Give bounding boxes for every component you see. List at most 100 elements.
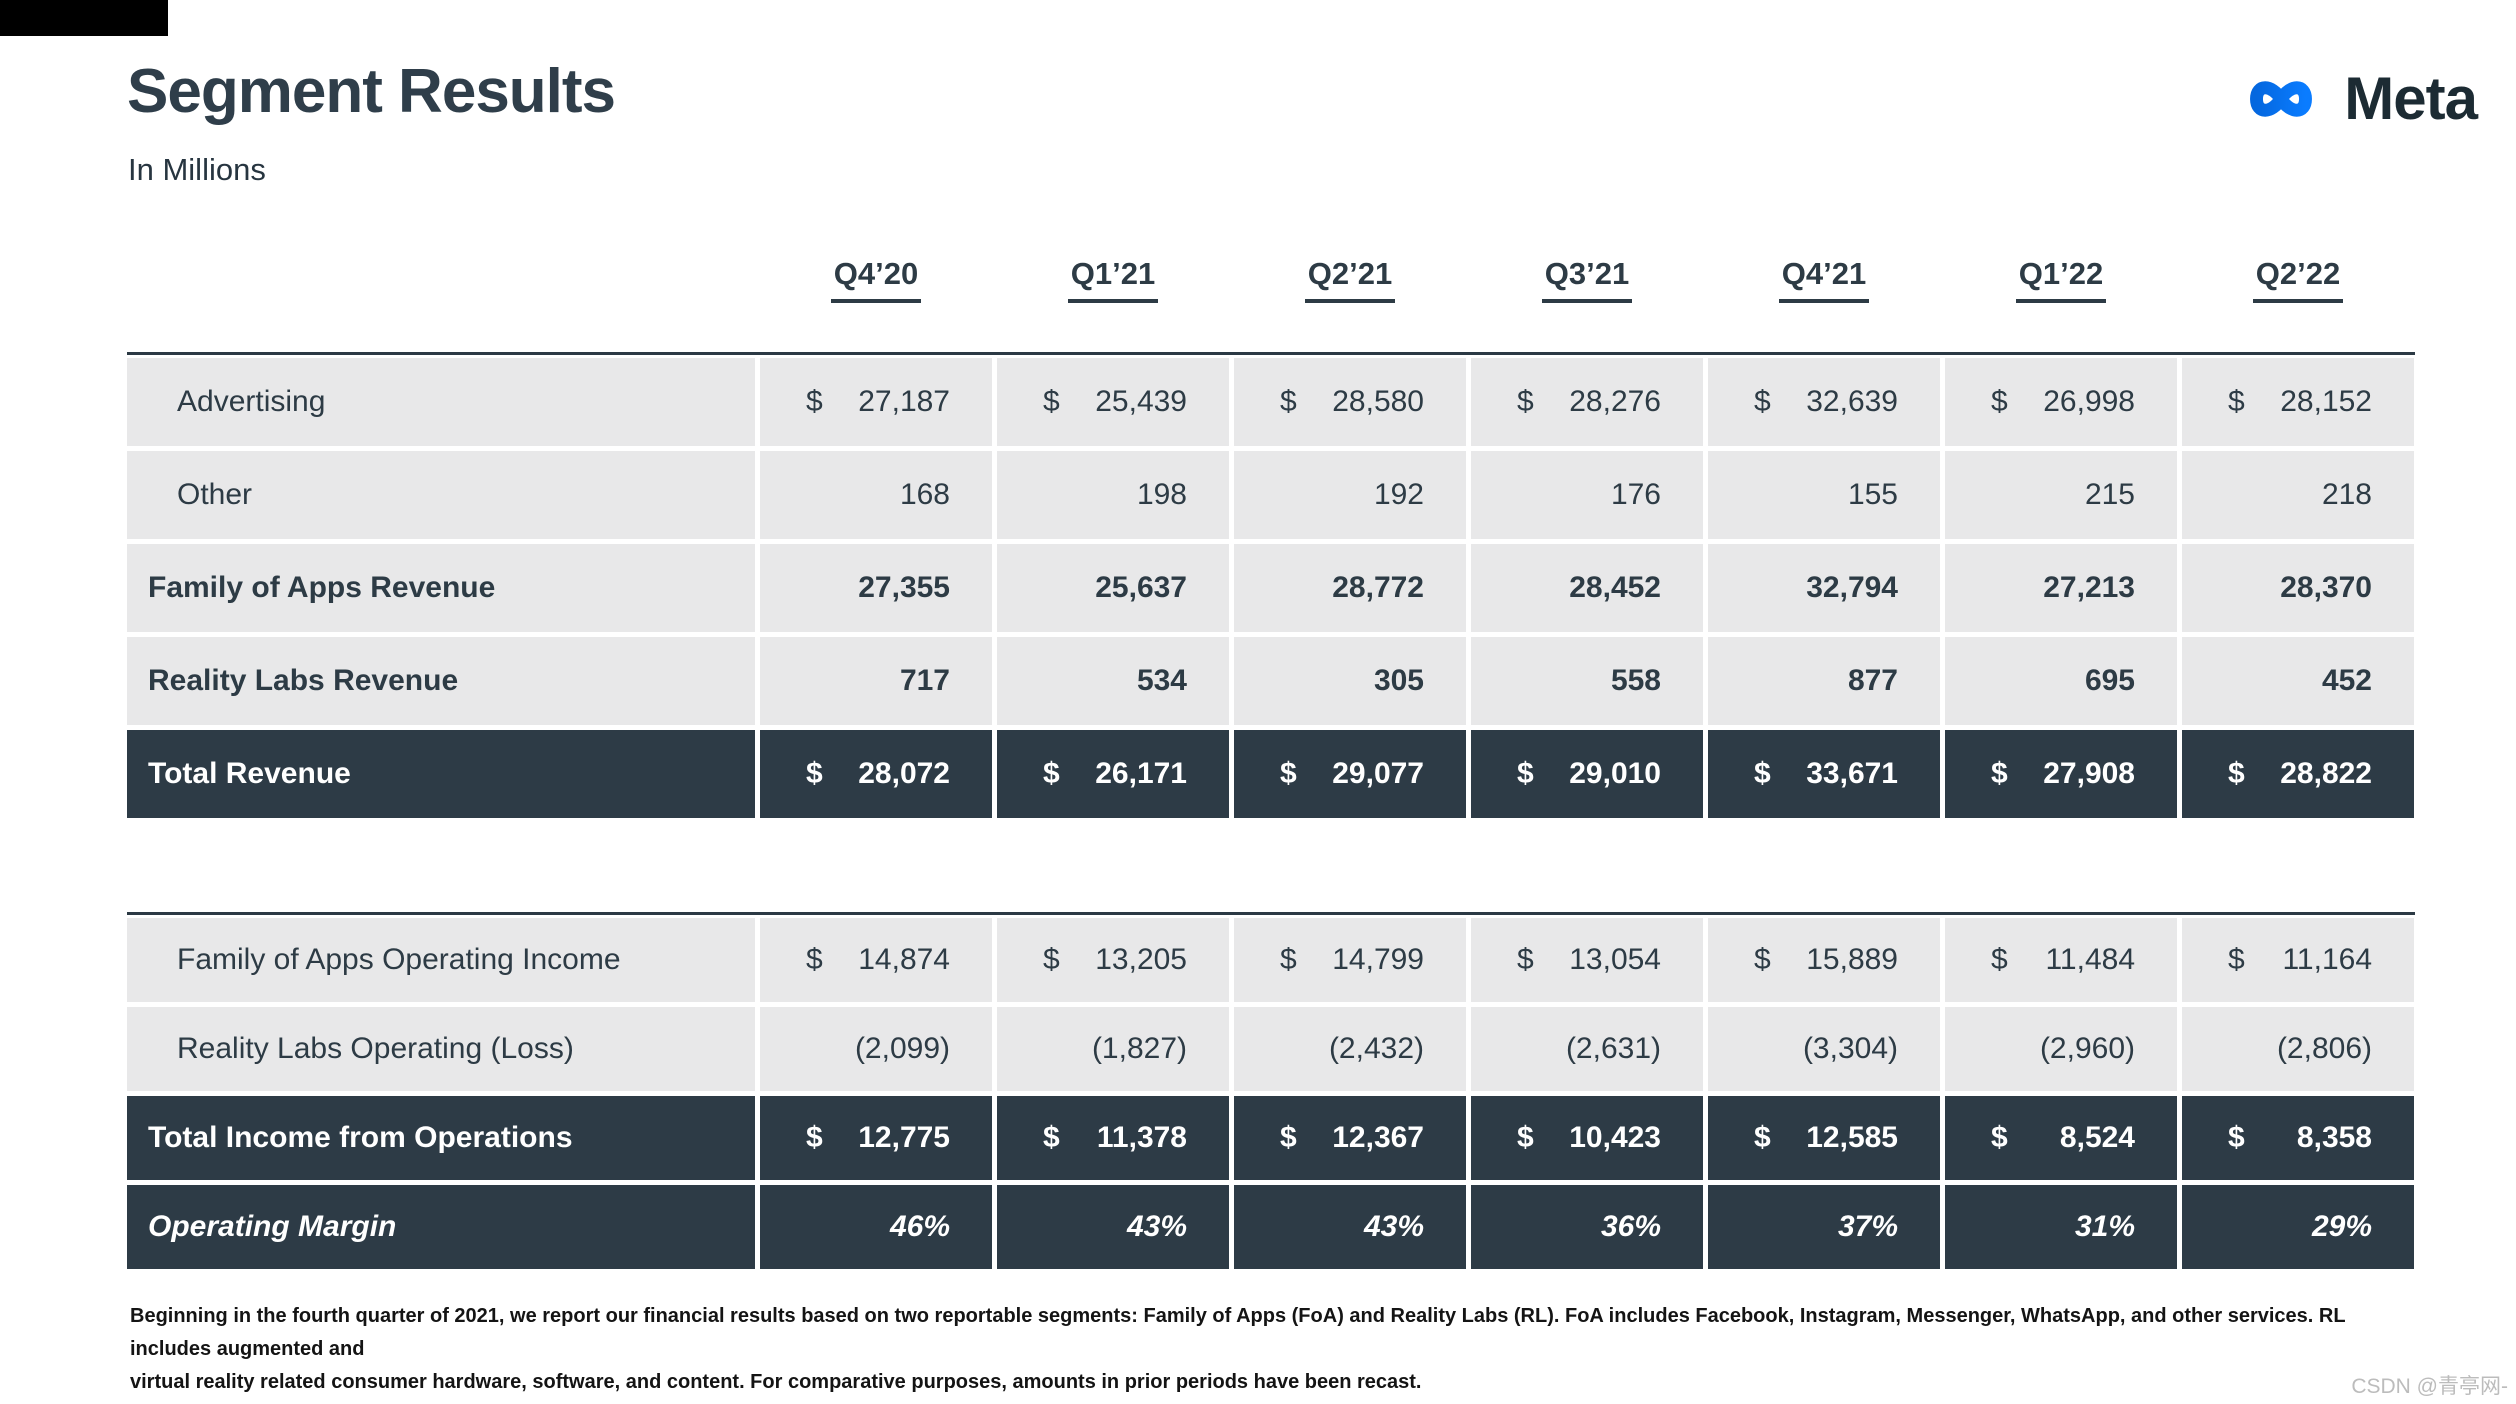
column-header: Q1’21	[997, 256, 1229, 303]
cell-number: 12,367	[1332, 1121, 1424, 1154]
cell-number: (2,806)	[2276, 1032, 2372, 1065]
cell-value: $28,072	[760, 730, 992, 818]
cell-number: (2,631)	[1565, 1032, 1661, 1065]
row-label: Other	[127, 451, 755, 539]
cell-value: $26,998	[1945, 358, 2177, 446]
cell-number: 27,908	[2043, 757, 2135, 790]
dollar-sign: $	[1043, 1121, 1060, 1154]
page-title: Segment Results	[127, 57, 616, 126]
cell-value: 176	[1471, 451, 1703, 539]
row-label: Reality Labs Revenue	[127, 637, 755, 725]
dollar-sign: $	[1280, 385, 1297, 418]
cell-value: $25,439	[997, 358, 1229, 446]
dollar-sign: $	[806, 943, 823, 976]
cell-number: 12,585	[1806, 1121, 1898, 1154]
cell-value: $12,775	[760, 1096, 992, 1180]
dollar-sign: $	[1991, 385, 2008, 418]
cell-value: $28,152	[2182, 358, 2414, 446]
cell-number: 29,010	[1569, 757, 1661, 790]
cell-number: 28,772	[1332, 571, 1424, 604]
dollar-sign: $	[1517, 757, 1534, 790]
column-header: Q4’21	[1708, 256, 1940, 303]
cell-number: 14,799	[1332, 943, 1424, 976]
cell-number: 155	[1847, 478, 1898, 511]
column-headers: Q4’20 Q1’21 Q2’21 Q3’21 Q4’21 Q1’22 Q2’22	[127, 256, 2415, 303]
cell-value: (2,960)	[1945, 1007, 2177, 1091]
cell-value: (2,806)	[2182, 1007, 2414, 1091]
cell-number: 12,775	[858, 1121, 950, 1154]
cell-value: $13,205	[997, 918, 1229, 1002]
cell-value: $13,054	[1471, 918, 1703, 1002]
cell-value: 717	[760, 637, 992, 725]
cell-number: 27,187	[858, 385, 950, 418]
dollar-sign: $	[1754, 757, 1771, 790]
cell-value: $33,671	[1708, 730, 1940, 818]
cell-value: $12,367	[1234, 1096, 1466, 1180]
cell-number: 11,484	[2045, 943, 2135, 976]
dollar-sign: $	[1754, 385, 1771, 418]
dollar-sign: $	[1754, 943, 1771, 976]
cell-number: 13,205	[1095, 943, 1187, 976]
cell-value: $14,799	[1234, 918, 1466, 1002]
cell-number: 452	[2321, 664, 2372, 697]
footnote-line-1: Beginning in the fourth quarter of 2021,…	[130, 1305, 2346, 1360]
row-label: Family of Apps Operating Income	[127, 918, 755, 1002]
cell-value: 218	[2182, 451, 2414, 539]
cell-number: 32,639	[1806, 385, 1898, 418]
column-header: Q2’21	[1234, 256, 1466, 303]
row-label: Reality Labs Operating (Loss)	[127, 1007, 755, 1091]
cell-value: $29,010	[1471, 730, 1703, 818]
cell-number: (2,099)	[854, 1032, 950, 1065]
cell-number: 218	[2321, 478, 2372, 511]
cell-value: $14,874	[760, 918, 992, 1002]
cell-number: (2,960)	[2039, 1032, 2135, 1065]
cell-value: 198	[997, 451, 1229, 539]
cell-value: $28,276	[1471, 358, 1703, 446]
cell-number: 215	[2084, 478, 2135, 511]
cell-value: $28,580	[1234, 358, 1466, 446]
dollar-sign: $	[1991, 1121, 2008, 1154]
dollar-sign: $	[1517, 1121, 1534, 1154]
cell-value: 46%	[760, 1185, 992, 1269]
row-label: Total Revenue	[127, 730, 755, 818]
cell-number: 46%	[889, 1210, 950, 1243]
cell-number: 534	[1136, 664, 1187, 697]
cell-value: 155	[1708, 451, 1940, 539]
cell-number: 176	[1610, 478, 1661, 511]
meta-logo-text: Meta	[2344, 65, 2478, 132]
cell-value: 192	[1234, 451, 1466, 539]
dollar-sign: $	[806, 757, 823, 790]
cell-number: 717	[899, 664, 950, 697]
cell-value: 215	[1945, 451, 2177, 539]
cell-number: 8,524	[2059, 1121, 2135, 1154]
cell-number: 28,370	[2280, 571, 2372, 604]
cell-number: 28,580	[1332, 385, 1424, 418]
dollar-sign: $	[1280, 757, 1297, 790]
cell-value: $8,524	[1945, 1096, 2177, 1180]
column-header-label: Q2’21	[1304, 256, 1396, 303]
corner-mark	[0, 0, 168, 36]
cell-number: 27,355	[858, 571, 950, 604]
cell-number: 26,998	[2043, 385, 2135, 418]
cell-number: 36%	[1600, 1210, 1661, 1243]
cell-value: 32,794	[1708, 544, 1940, 632]
cell-value: $28,822	[2182, 730, 2414, 818]
dollar-sign: $	[1043, 385, 1060, 418]
footnote: Beginning in the fourth quarter of 2021,…	[130, 1300, 2430, 1399]
row-label: Operating Margin	[127, 1185, 755, 1269]
cell-number: 14,874	[858, 943, 950, 976]
footnote-line-2: virtual reality related consumer hardwar…	[130, 1371, 1422, 1393]
cell-value: 37%	[1708, 1185, 1940, 1269]
cell-value: 28,772	[1234, 544, 1466, 632]
dollar-sign: $	[1754, 1121, 1771, 1154]
cell-value: 31%	[1945, 1185, 2177, 1269]
row-label: Family of Apps Revenue	[127, 544, 755, 632]
cell-value: $29,077	[1234, 730, 1466, 818]
cell-number: 13,054	[1569, 943, 1661, 976]
cell-number: (3,304)	[1802, 1032, 1898, 1065]
cell-number: 28,152	[2280, 385, 2372, 418]
cell-number: 11,164	[2282, 943, 2372, 976]
column-header-label: Q3’21	[1541, 256, 1633, 303]
cell-number: (2,432)	[1328, 1032, 1424, 1065]
cell-number: 10,423	[1569, 1121, 1661, 1154]
